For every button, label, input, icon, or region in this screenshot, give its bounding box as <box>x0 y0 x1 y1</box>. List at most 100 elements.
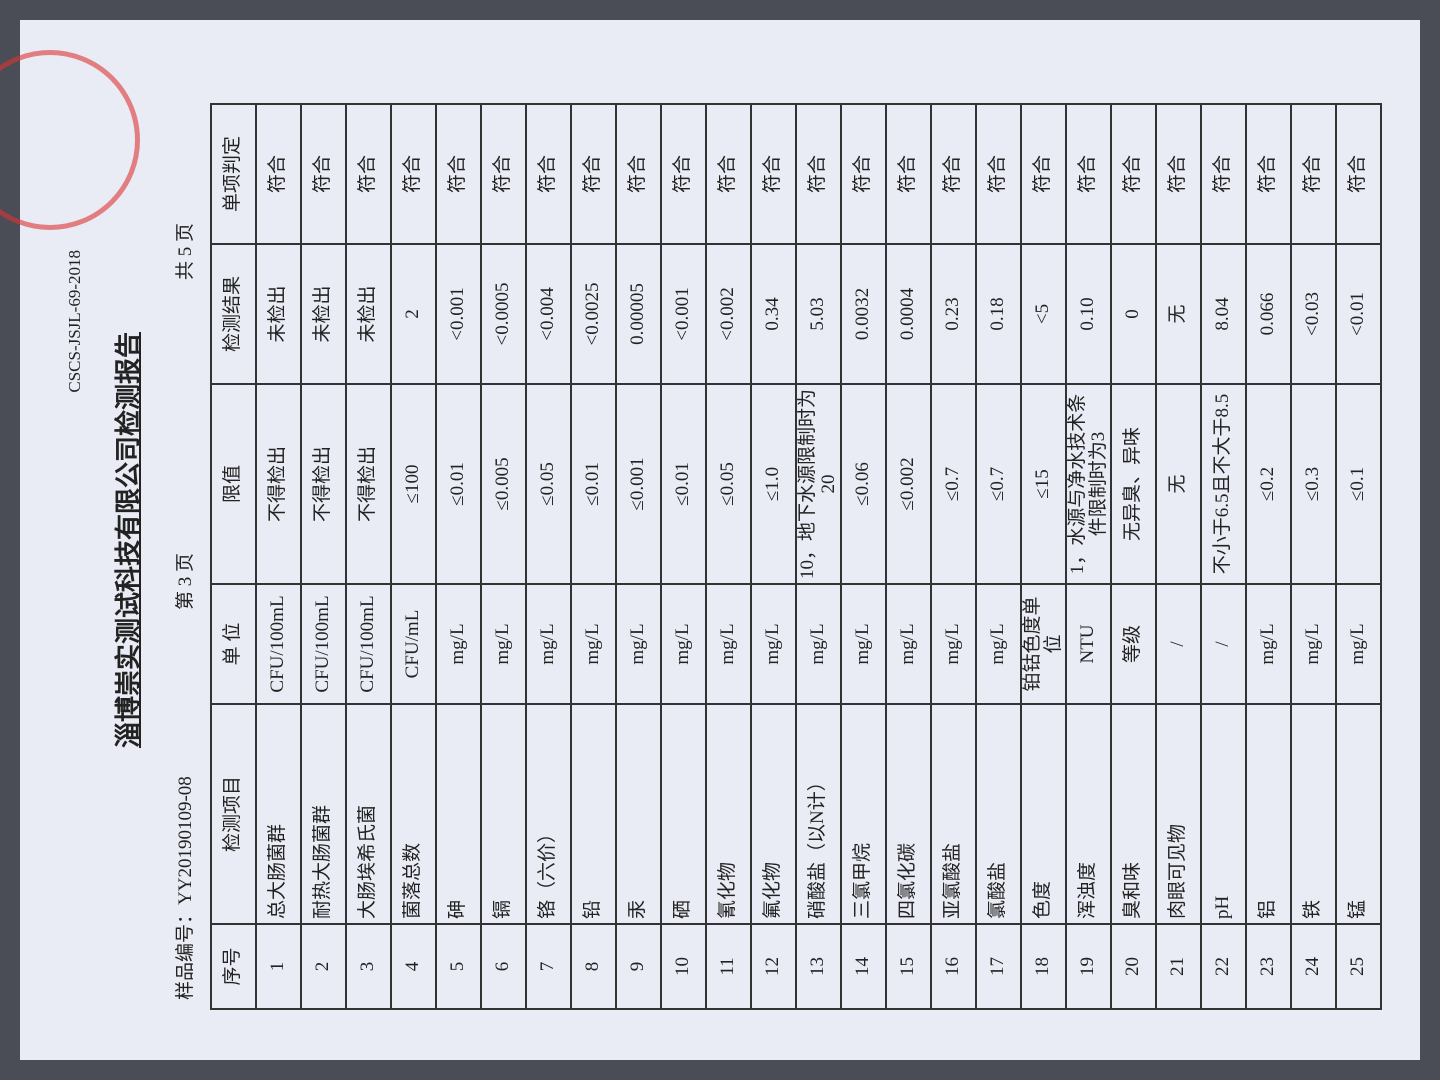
cell: ≤0.06 <box>841 384 886 584</box>
cell: ≤0.05 <box>526 384 571 584</box>
cell: mg/L <box>616 584 661 704</box>
cell: ≤0.7 <box>976 384 1021 584</box>
cell: 符合 <box>616 104 661 244</box>
cell: 符合 <box>1156 104 1201 244</box>
cell: 符合 <box>1336 104 1381 244</box>
cell: 10，地下水源限制时为20 <box>796 384 841 584</box>
cell: 0.34 <box>751 244 796 384</box>
cell: 8.04 <box>1201 244 1246 384</box>
row: 14 三氯甲烷 mg/L ≤0.06 0.0032 符合 <box>841 104 886 1009</box>
row: 12 氟化物 mg/L ≤1.0 0.34 符合 <box>751 104 796 1009</box>
cell: 臭和味 <box>1111 704 1156 924</box>
page-no: 第 3 页 <box>175 552 196 610</box>
cell: 符合 <box>976 104 1021 244</box>
cell: 符合 <box>706 104 751 244</box>
cell: 浑浊度 <box>1066 704 1111 924</box>
row: 23 铝 mg/L ≤0.2 0.066 符合 <box>1246 104 1291 1009</box>
cell: 符合 <box>391 104 436 244</box>
cell: <0.001 <box>436 244 481 384</box>
cell: <0.0005 <box>481 244 526 384</box>
cell: 4 <box>391 924 436 1009</box>
cell: 5 <box>436 924 481 1009</box>
row: 22 pH / 不小于6.5且不大于8.5 8.04 符合 <box>1201 104 1246 1009</box>
cell: 砷 <box>436 704 481 924</box>
cell: mg/L <box>1336 584 1381 704</box>
cell: 1 <box>256 924 301 1009</box>
cell: <5 <box>1021 244 1066 384</box>
cell: 锰 <box>1336 704 1381 924</box>
cell: 0 <box>1111 244 1156 384</box>
cell: <0.0025 <box>571 244 616 384</box>
cell: 耐热大肠菌群 <box>301 704 346 924</box>
cell: 总大肠菌群 <box>256 704 301 924</box>
cell: ≤0.01 <box>436 384 481 584</box>
header-cell: 单项判定 <box>211 104 256 244</box>
cell: 铂钴色度单位 <box>1021 584 1066 704</box>
cell: 18 <box>1021 924 1066 1009</box>
cell: 铅 <box>571 704 616 924</box>
row: 1 总大肠菌群 CFU/100mL 不得检出 未检出 符合 <box>256 104 301 1009</box>
cell: 铝 <box>1246 704 1291 924</box>
cell: ≤0.01 <box>571 384 616 584</box>
cell: 四氯化碳 <box>886 704 931 924</box>
row: 16 亚氯酸盐 mg/L ≤0.7 0.23 符合 <box>931 104 976 1009</box>
cell: 符合 <box>526 104 571 244</box>
cell: 铁 <box>1291 704 1336 924</box>
header-cell: 单 位 <box>211 584 256 704</box>
cell: mg/L <box>751 584 796 704</box>
title: 淄博崇实测试科技有限公司检测报告 <box>114 332 143 749</box>
cell: mg/L <box>1246 584 1291 704</box>
cell: mg/L <box>841 584 886 704</box>
cell: ≤0.3 <box>1291 384 1336 584</box>
header-cell: 序号 <box>211 924 256 1009</box>
cell: CFU/100mL <box>301 584 346 704</box>
cell: 符合 <box>1021 104 1066 244</box>
cell: 0.0004 <box>886 244 931 384</box>
cell: ≤15 <box>1021 384 1066 584</box>
row: 8 铅 mg/L ≤0.01 <0.0025 符合 <box>571 104 616 1009</box>
row: 11 氰化物 mg/L ≤0.05 <0.002 符合 <box>706 104 751 1009</box>
cell: 硒 <box>661 704 706 924</box>
cell: 不得检出 <box>301 384 346 584</box>
cell: 2 <box>391 244 436 384</box>
cell: ≤0.2 <box>1246 384 1291 584</box>
cell: mg/L <box>796 584 841 704</box>
cell: 硝酸盐（以N计） <box>796 704 841 924</box>
cell: 6 <box>481 924 526 1009</box>
cell: ≤1.0 <box>751 384 796 584</box>
result-table: 序号 检测项目单 位限值 检测结果 单项判定 1 总大肠菌群 CFU/100mL 不得检出 未检… <box>210 103 1382 1010</box>
cell: 符合 <box>751 104 796 244</box>
cell: 22 <box>1201 924 1246 1009</box>
cell: 1，水源与净水技术条件限制时为3 <box>1066 384 1111 584</box>
cell: ≤0.005 <box>481 384 526 584</box>
cell: 5.03 <box>796 244 841 384</box>
cell: 符合 <box>571 104 616 244</box>
doc-code: CSCS-JSJL-69-2018 <box>65 250 84 393</box>
cell: 23 <box>1246 924 1291 1009</box>
cell: mg/L <box>526 584 571 704</box>
cell: ≤0.1 <box>1336 384 1381 584</box>
row: 2 耐热大肠菌群 CFU/100mL 不得检出 未检出 符合 <box>301 104 346 1009</box>
cell: 大肠埃希氏菌 <box>346 704 391 924</box>
row: 9 汞 mg/L ≤0.001 0.00005 符合 <box>616 104 661 1009</box>
cell: 17 <box>976 924 1021 1009</box>
cell: 0.18 <box>976 244 1021 384</box>
row: 13 硝酸盐（以N计） mg/L 10，地下水源限制时为20 5.03 符合 <box>796 104 841 1009</box>
cell: 0.0032 <box>841 244 886 384</box>
cell: 14 <box>841 924 886 1009</box>
cell: 铬（六价） <box>526 704 571 924</box>
cell: CFU/mL <box>391 584 436 704</box>
header-cell: 检测项目 <box>211 704 256 924</box>
cell: 符合 <box>796 104 841 244</box>
row: 21 肉眼可见物 / 无无符合 <box>1156 104 1201 1009</box>
cell: 10 <box>661 924 706 1009</box>
cell: 菌落总数 <box>391 704 436 924</box>
row: 10 硒 mg/L ≤0.01 <0.001 符合 <box>661 104 706 1009</box>
cell: 符合 <box>1111 104 1156 244</box>
report: CSCS-JSJL-69-2018 淄博崇实测试科技有限公司检测报告 样品编号：… <box>0 20 1420 1060</box>
cell: ≤0.05 <box>706 384 751 584</box>
row: 20 臭和味 等级 无异臭、异味 0 符合 <box>1111 104 1156 1009</box>
cell: CFU/100mL <box>346 584 391 704</box>
cell: 符合 <box>436 104 481 244</box>
cell: 3 <box>346 924 391 1009</box>
